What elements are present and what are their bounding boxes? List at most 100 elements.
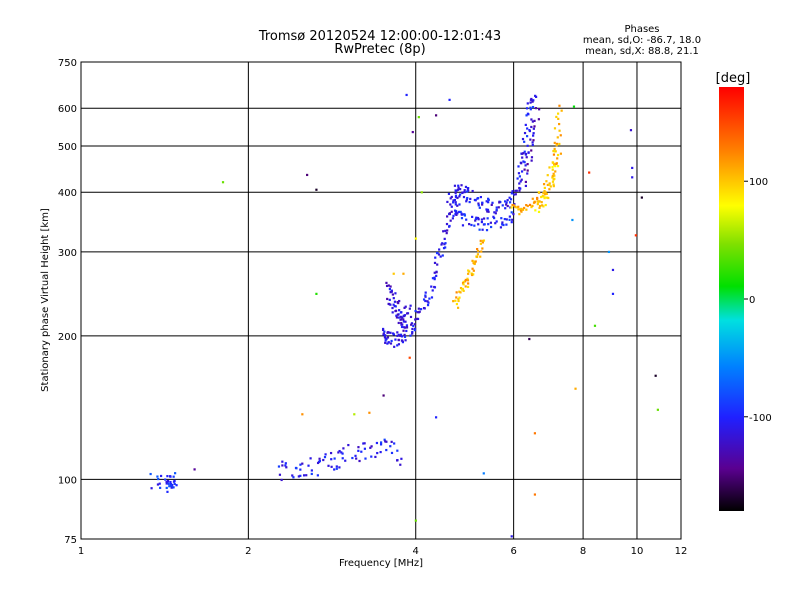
data-point xyxy=(399,315,402,318)
x-tick-label: 2 xyxy=(245,546,251,557)
data-point xyxy=(558,122,561,126)
data-point xyxy=(521,137,525,141)
data-point xyxy=(299,474,302,477)
data-point xyxy=(464,285,467,288)
data-point xyxy=(629,129,633,132)
data-point xyxy=(383,438,386,441)
data-point xyxy=(556,157,559,160)
data-point xyxy=(486,210,489,213)
data-point xyxy=(416,311,419,314)
data-point xyxy=(551,175,554,178)
data-point xyxy=(560,109,563,112)
data-point xyxy=(333,457,336,460)
data-point xyxy=(307,464,310,467)
data-point xyxy=(460,217,464,220)
data-point xyxy=(513,193,516,196)
data-point xyxy=(531,141,534,144)
data-point xyxy=(399,311,403,314)
data-point xyxy=(322,458,325,462)
data-point xyxy=(530,205,533,209)
data-point xyxy=(544,196,547,199)
data-point xyxy=(309,457,312,460)
data-point xyxy=(467,282,470,285)
data-point xyxy=(611,268,615,272)
data-point xyxy=(357,449,360,452)
data-point xyxy=(449,219,452,222)
grid xyxy=(81,62,681,539)
data-point xyxy=(385,440,388,443)
data-point xyxy=(468,222,471,226)
data-point xyxy=(479,195,483,199)
data-point xyxy=(397,316,400,319)
data-point xyxy=(327,464,330,467)
data-point xyxy=(174,472,177,475)
data-point xyxy=(394,338,397,341)
data-point xyxy=(553,141,556,144)
data-point xyxy=(540,195,543,199)
data-point xyxy=(404,339,407,342)
data-point xyxy=(528,203,532,207)
data-point xyxy=(383,330,386,333)
data-point xyxy=(476,253,480,256)
data-point xyxy=(389,445,392,448)
data-point xyxy=(552,178,555,181)
data-point xyxy=(529,108,532,111)
data-point xyxy=(528,129,531,132)
data-point xyxy=(476,247,479,251)
data-point xyxy=(514,193,517,196)
data-point xyxy=(426,304,430,307)
data-point xyxy=(534,107,538,110)
data-point xyxy=(368,411,371,414)
data-point xyxy=(393,345,396,348)
data-point xyxy=(458,203,461,206)
data-point xyxy=(533,125,536,128)
data-point xyxy=(486,208,490,211)
data-point xyxy=(299,463,302,466)
data-point xyxy=(481,239,485,242)
y-tick-label: 75 xyxy=(64,535,77,546)
y-tick-label: 500 xyxy=(58,142,77,153)
data-point xyxy=(471,189,474,193)
data-point xyxy=(473,224,476,227)
data-point xyxy=(455,291,458,294)
data-point xyxy=(435,251,439,255)
data-point xyxy=(451,217,454,220)
data-point xyxy=(455,213,458,216)
data-point xyxy=(450,195,453,199)
data-point xyxy=(390,451,394,455)
data-point xyxy=(278,473,282,476)
data-point xyxy=(558,104,561,107)
data-point xyxy=(487,201,490,204)
data-point xyxy=(548,183,551,186)
data-point xyxy=(455,302,459,306)
data-point xyxy=(149,472,152,476)
data-point xyxy=(458,195,461,198)
data-point xyxy=(473,260,476,263)
data-point xyxy=(168,485,171,488)
data-point xyxy=(388,298,391,301)
data-point xyxy=(530,125,533,129)
x-tick-label: 10 xyxy=(631,546,644,557)
data-point xyxy=(452,214,455,217)
x-tick-label: 4 xyxy=(413,546,419,557)
data-point xyxy=(403,314,406,318)
y-tick-label: 750 xyxy=(58,58,77,69)
data-point xyxy=(538,108,541,111)
data-point xyxy=(475,217,478,220)
data-point xyxy=(471,215,474,218)
data-point xyxy=(448,224,451,228)
data-point xyxy=(553,174,556,177)
data-point xyxy=(165,482,168,485)
data-point xyxy=(503,217,506,221)
data-point xyxy=(498,201,501,204)
data-point xyxy=(463,191,466,194)
data-point xyxy=(404,305,407,308)
data-point xyxy=(555,144,558,147)
data-point xyxy=(534,94,537,97)
data-point xyxy=(156,483,160,486)
y-axis-ticks: 75 100 200 300 400 500 600 750 xyxy=(58,58,77,546)
data-point xyxy=(392,297,395,300)
data-point xyxy=(438,248,441,251)
data-point xyxy=(392,303,395,306)
data-point xyxy=(395,316,399,319)
